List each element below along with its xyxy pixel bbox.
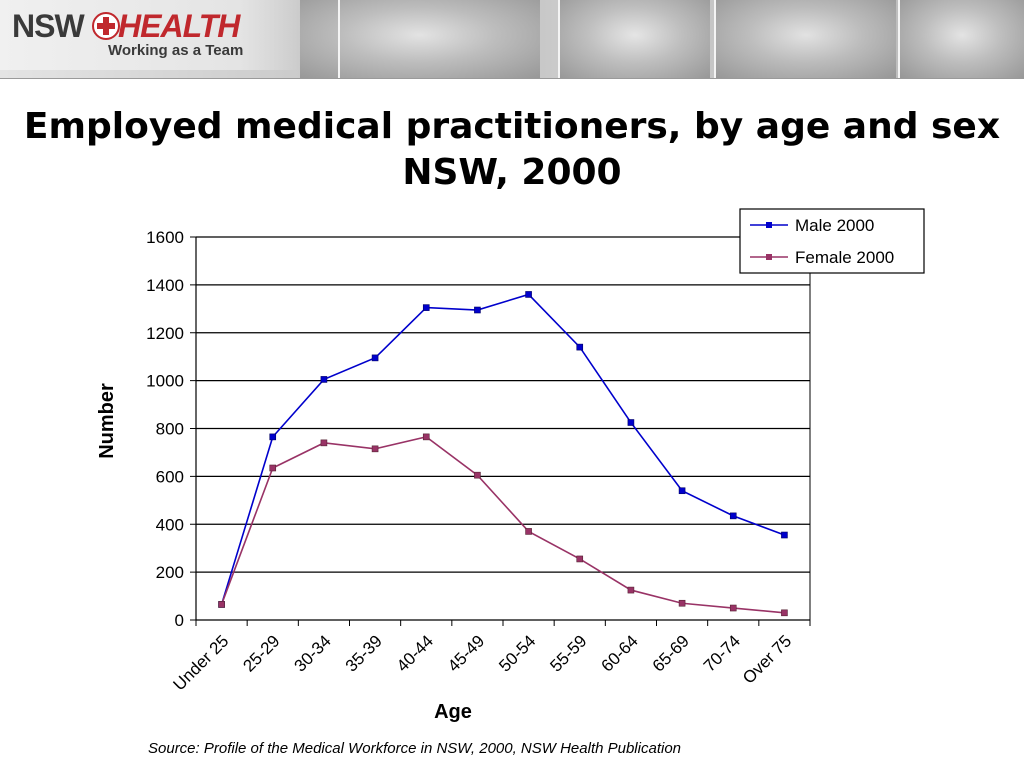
- data-point: [269, 464, 277, 472]
- data-point: [474, 471, 481, 479]
- banner-photo: [716, 0, 896, 78]
- y-tick-label: 800: [156, 420, 184, 439]
- y-tick-label: 1400: [146, 276, 184, 295]
- data-point: [576, 343, 584, 351]
- data-point: [729, 604, 737, 612]
- data-point: [422, 433, 430, 441]
- x-tick-label: 30-34: [291, 631, 335, 675]
- x-tick-label: 45-49: [444, 631, 488, 675]
- legend-label: Male 2000: [795, 216, 874, 235]
- data-point: [627, 419, 635, 426]
- y-tick-label: 1200: [146, 324, 184, 343]
- logo-tagline: Working as a Team: [108, 42, 244, 59]
- x-tick-label: Under 25: [170, 631, 233, 694]
- data-point: [320, 439, 328, 447]
- banner-divider: [898, 0, 900, 78]
- x-tick-label: 25-29: [239, 631, 283, 675]
- data-point: [729, 512, 737, 520]
- title-line-1: Employed medical practitioners, by age a…: [23, 106, 1001, 147]
- legend-swatch-marker: [766, 254, 772, 260]
- series-line: [220, 293, 785, 605]
- data-point: [474, 306, 481, 314]
- source-note: Source: Profile of the Medical Workforce…: [148, 740, 681, 757]
- data-point: [678, 599, 686, 607]
- banner-photo: [900, 0, 1024, 78]
- x-tick-label: 60-64: [598, 631, 642, 675]
- nsw-health-logo: NSW HEALTH Working as a Team: [0, 0, 300, 70]
- data-point: [525, 528, 532, 535]
- x-axis-title: Age: [434, 701, 472, 723]
- legend: Male 2000 Female 2000: [739, 208, 925, 274]
- title-line-2: NSW, 2000: [402, 152, 622, 193]
- data-point: [781, 531, 788, 539]
- gridlines: [196, 236, 810, 573]
- data-point: [218, 601, 225, 608]
- logo-health-text: HEALTH: [118, 8, 240, 44]
- data-point: [269, 433, 277, 441]
- y-tick-label: 400: [156, 515, 184, 534]
- x-tick-label: 70-74: [700, 631, 744, 675]
- banner-divider: [338, 0, 340, 78]
- banner-divider: [558, 0, 560, 78]
- data-point: [678, 487, 686, 495]
- y-tick-label: 200: [156, 563, 184, 582]
- series-line: [220, 436, 785, 614]
- x-tick-label: 35-39: [342, 631, 386, 675]
- logo-nsw-text: NSW: [12, 8, 85, 44]
- legend-label: Female 2000: [795, 248, 894, 267]
- data-point: [576, 555, 584, 563]
- y-tick-label: 0: [175, 611, 184, 630]
- y-axis-title: Number: [96, 383, 118, 459]
- data-point: [525, 291, 532, 298]
- x-tick-label: 50-54: [495, 631, 539, 675]
- data-point: [627, 586, 635, 594]
- series-lines: [218, 291, 788, 617]
- page-title: Employed medical practitioners, by age a…: [0, 104, 1024, 196]
- legend-swatch-marker: [766, 222, 772, 228]
- y-tick-label: 1600: [146, 228, 184, 247]
- legend-box: [739, 208, 925, 274]
- header-banner: NSW HEALTH Working as a Team: [0, 0, 1024, 79]
- banner-divider: [714, 0, 716, 78]
- banner-photo: [300, 0, 540, 78]
- medical-cross-icon: [92, 12, 120, 40]
- y-tick-label: 600: [156, 467, 184, 486]
- data-point: [422, 304, 430, 311]
- data-point: [371, 445, 379, 453]
- axes: 0 200 400 600 800 1000 1200 1400 1600 Under 25 25-…: [96, 228, 811, 723]
- data-point: [371, 354, 379, 362]
- banner-photo: [560, 0, 710, 78]
- x-tick-label: 65-69: [649, 631, 693, 675]
- x-tick-label: 40-44: [393, 631, 437, 675]
- data-point: [320, 376, 328, 383]
- x-tick-label: Over 75: [739, 631, 795, 687]
- x-tick-label: 55-59: [546, 631, 590, 675]
- data-point: [781, 609, 788, 617]
- y-tick-label: 1000: [146, 372, 184, 391]
